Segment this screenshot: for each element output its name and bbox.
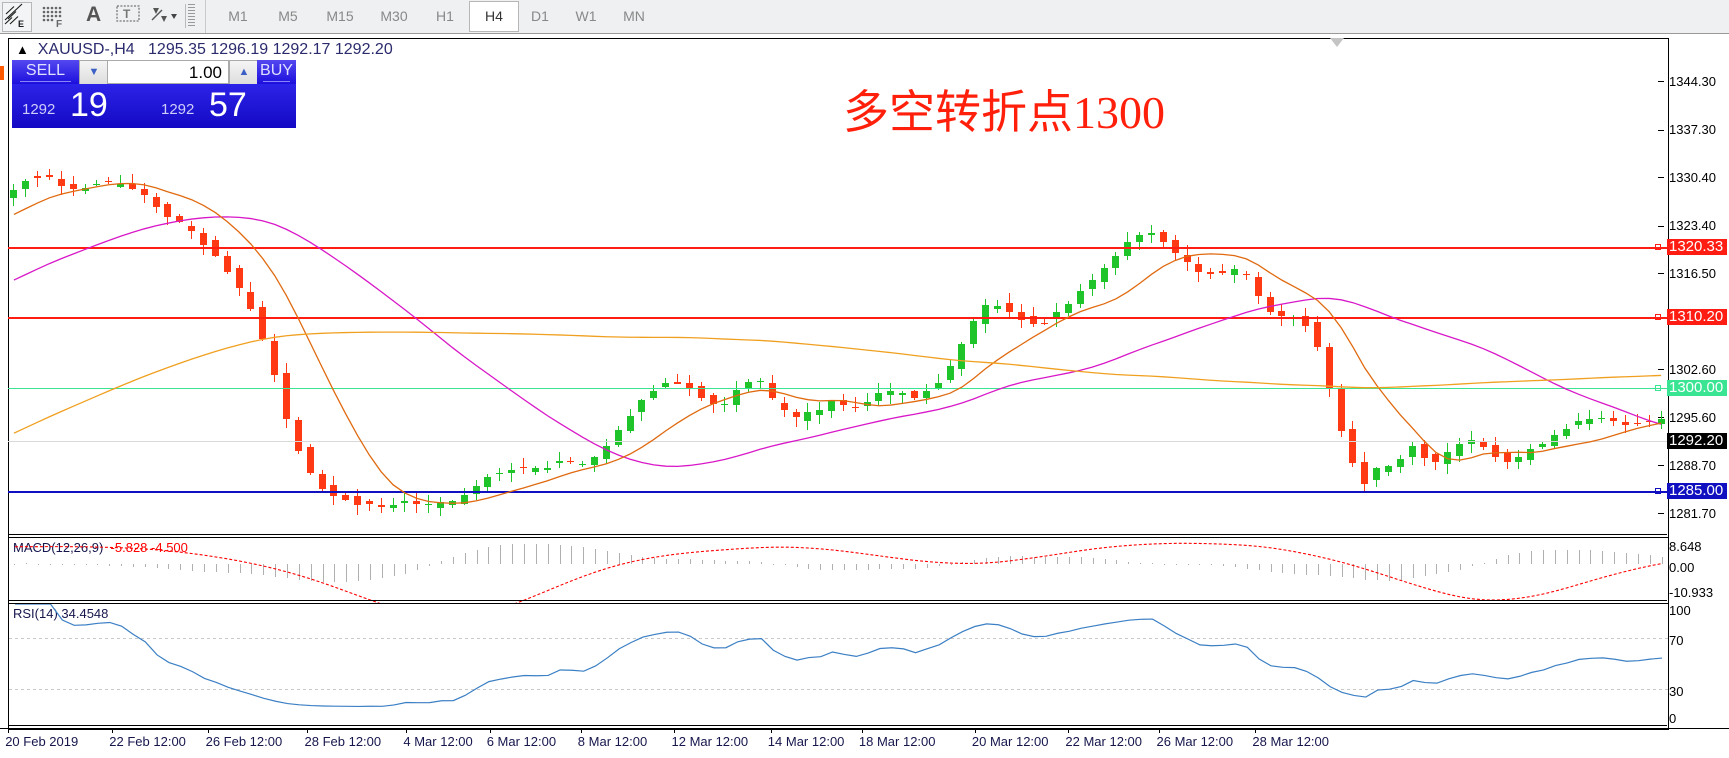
svg-text:T: T (123, 7, 131, 21)
svg-text:F: F (56, 19, 62, 28)
svg-text:E: E (18, 19, 24, 29)
